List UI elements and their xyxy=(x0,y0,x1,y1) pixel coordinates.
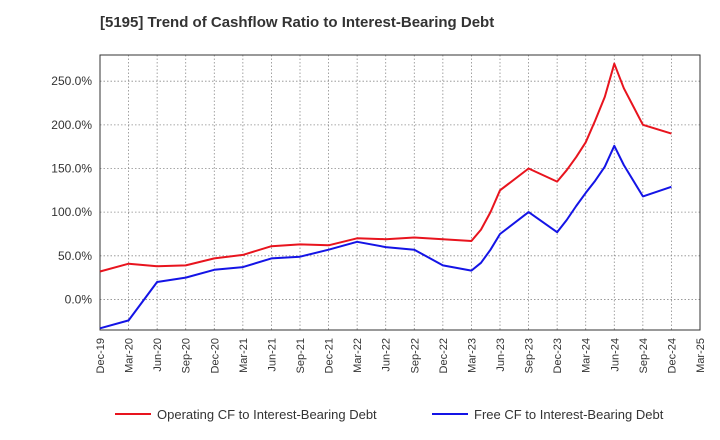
x-tick-label: Dec-20 xyxy=(209,338,221,373)
x-tick-label: Jun-23 xyxy=(495,338,507,372)
y-tick-label: 100.0% xyxy=(51,205,92,219)
x-tick-label: Jun-21 xyxy=(266,338,278,372)
y-tick-label: 200.0% xyxy=(51,118,92,132)
x-tick-label: Jun-20 xyxy=(152,338,164,372)
legend-label-1: Operating CF to Interest-Bearing Debt xyxy=(157,407,377,422)
x-tick-label: Dec-24 xyxy=(666,338,678,373)
x-tick-label: Dec-21 xyxy=(324,338,336,373)
x-tick-label: Dec-23 xyxy=(552,338,564,373)
y-tick-label: 250.0% xyxy=(51,74,92,88)
x-tick-label: Jun-22 xyxy=(381,338,393,372)
x-tick-label: Jun-24 xyxy=(609,338,621,372)
x-tick-label: Mar-22 xyxy=(352,338,364,373)
x-tick-label: Mar-24 xyxy=(581,338,593,373)
x-tick-label: Dec-19 xyxy=(95,338,107,373)
x-tick-label: Sep-23 xyxy=(524,338,536,373)
y-tick-label: 0.0% xyxy=(65,292,93,306)
y-tick-label: 50.0% xyxy=(58,249,92,263)
chart-title: [5195] Trend of Cashflow Ratio to Intere… xyxy=(100,14,495,31)
y-tick-label: 150.0% xyxy=(51,161,92,175)
x-tick-label: Mar-23 xyxy=(466,338,478,373)
x-tick-label: Dec-22 xyxy=(438,338,450,373)
x-tick-label: Sep-22 xyxy=(409,338,421,373)
legend-label-2: Free CF to Interest-Bearing Debt xyxy=(474,407,664,422)
x-tick-label: Mar-21 xyxy=(238,338,250,373)
x-tick-label: Sep-21 xyxy=(295,338,307,373)
x-tick-label: Mar-20 xyxy=(124,338,136,373)
x-tick-label: Sep-24 xyxy=(638,338,650,373)
x-tick-label: Mar-25 xyxy=(695,338,707,373)
series-line-2 xyxy=(99,144,672,330)
series-line-1 xyxy=(99,62,672,273)
x-tick-label: Sep-20 xyxy=(181,338,193,373)
plot-frame xyxy=(99,54,701,331)
